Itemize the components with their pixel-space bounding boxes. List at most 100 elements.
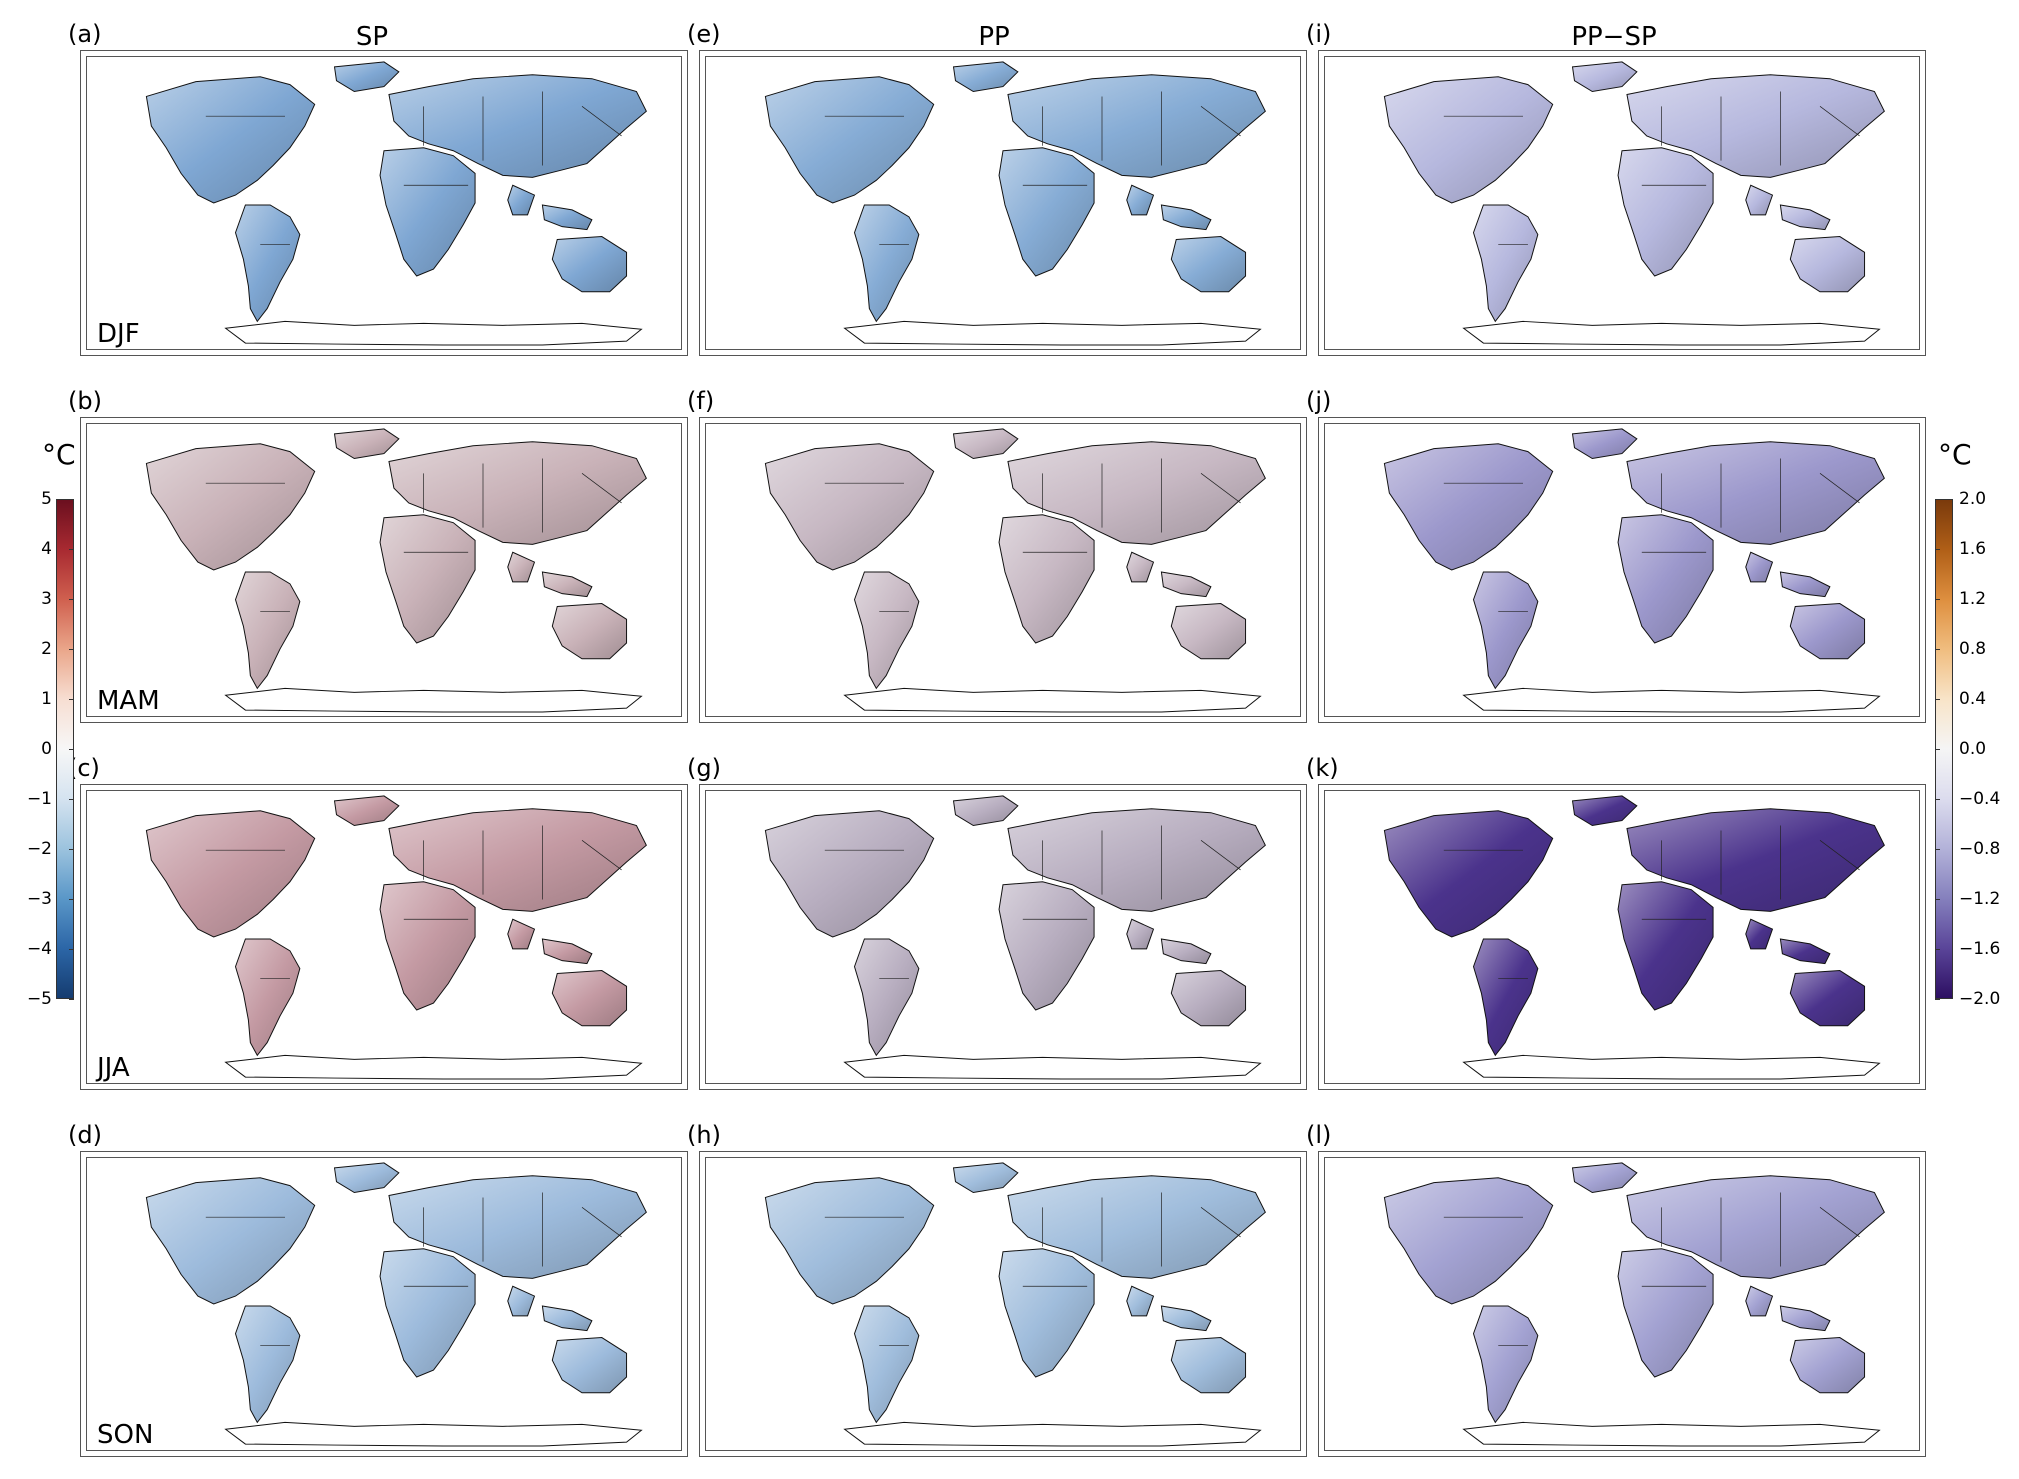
continent-shape [1007, 441, 1266, 545]
season-label: SON [97, 1420, 154, 1450]
colorbar-tick-label: 1.2 [1959, 589, 1987, 609]
continent-shape [541, 938, 593, 965]
continent-shape [1170, 236, 1247, 293]
continent-shape [1617, 881, 1714, 1011]
continent-shape [507, 551, 536, 583]
country-border [581, 840, 622, 871]
antarctica-outline [843, 1421, 1262, 1447]
continent-shape [507, 918, 536, 950]
antarctica-outline [843, 687, 1262, 713]
colorbar-tick-label: −1.6 [1959, 939, 2001, 959]
continent-shape [853, 571, 920, 690]
colorbar-tick-label: −4 [26, 939, 52, 959]
colorbar-tick [1935, 899, 1940, 900]
continent-shape [1626, 441, 1885, 545]
colorbar-tick [1935, 549, 1940, 550]
map-panel [699, 1151, 1307, 1457]
continent-shape [1779, 204, 1831, 231]
continent-shape [1779, 571, 1831, 598]
continent-shape [1626, 74, 1885, 178]
continent-shape [388, 441, 647, 545]
map-panel [1318, 50, 1926, 356]
colorbar-tick [69, 949, 74, 950]
continent-shape [1626, 808, 1885, 912]
world-map [1383, 428, 1885, 713]
colorbar-tick-label: 1 [41, 689, 52, 709]
continent-shape [764, 76, 935, 204]
colorbar-tick [1935, 599, 1940, 600]
continent-shape [1789, 603, 1866, 660]
world-map [764, 795, 1266, 1080]
continent-shape [333, 795, 400, 827]
map-frame [705, 56, 1301, 350]
continent-shape [145, 443, 316, 571]
colorbar-tick [69, 699, 74, 700]
panel-letter: (k) [1306, 754, 1339, 782]
map-panel: DJF [80, 50, 688, 356]
continent-shape [1126, 918, 1155, 950]
continent-shape [1745, 184, 1774, 216]
panel-letter: (l) [1306, 1121, 1332, 1149]
continent-shape [1571, 1162, 1638, 1194]
colorbar-tick [1935, 799, 1940, 800]
map-panel [699, 784, 1307, 1090]
map-panel: SON [80, 1151, 688, 1457]
continent-shape [998, 881, 1095, 1011]
continent-shape [952, 428, 1019, 460]
continent-shape [764, 1177, 935, 1305]
colorbar-tick-label: −0.8 [1959, 839, 2001, 859]
colorbar-tick-label: −1.2 [1959, 889, 2001, 909]
continent-shape [234, 571, 301, 690]
world-map [1383, 61, 1885, 346]
panel-letter: (f) [687, 387, 715, 415]
continent-shape [952, 61, 1019, 93]
colorbar-tick-label: 0.0 [1959, 739, 1987, 759]
colorbar-right-unit: °C [1938, 438, 1972, 471]
map-frame [86, 1157, 682, 1451]
continent-shape [551, 1337, 628, 1394]
country-border [1819, 106, 1860, 137]
colorbar-tick [69, 899, 74, 900]
antarctica-outline [1462, 320, 1881, 346]
panel-letter: (e) [687, 20, 721, 48]
country-border [1200, 473, 1241, 504]
colorbar-tick [1935, 949, 1940, 950]
continent-shape [998, 147, 1095, 277]
world-map [764, 61, 1266, 346]
continent-shape [1789, 1337, 1866, 1394]
country-border [1819, 1207, 1860, 1238]
continent-shape [1160, 938, 1212, 965]
season-label: MAM [97, 686, 160, 716]
colorbar-tick-label: 0.4 [1959, 689, 1987, 709]
map-frame [705, 423, 1301, 717]
world-map [145, 795, 647, 1080]
map-frame [86, 423, 682, 717]
continent-shape [1571, 61, 1638, 93]
continent-shape [1472, 204, 1539, 323]
world-map [764, 1162, 1266, 1447]
continent-shape [551, 970, 628, 1027]
colorbar-tick [1935, 499, 1940, 500]
continent-shape [1383, 810, 1554, 938]
world-map [1383, 1162, 1885, 1447]
continent-shape [1160, 1305, 1212, 1332]
continent-shape [1126, 184, 1155, 216]
continent-shape [952, 795, 1019, 827]
colorbar-left-unit: °C [42, 438, 76, 471]
continent-shape [388, 1175, 647, 1279]
colorbar-tick-label: −1 [26, 789, 52, 809]
map-frame [86, 790, 682, 1084]
season-label: DJF [97, 319, 140, 349]
colorbar-tick [1935, 649, 1940, 650]
world-map [1383, 795, 1885, 1080]
continent-shape [1170, 970, 1247, 1027]
continent-shape [853, 1305, 920, 1424]
continent-shape [1472, 571, 1539, 690]
map-panel [1318, 417, 1926, 723]
continent-shape [1383, 76, 1554, 204]
colorbar-tick-label: 3 [41, 589, 52, 609]
continent-shape [1126, 1285, 1155, 1317]
panel-letter: (i) [1306, 20, 1332, 48]
country-border [1200, 106, 1241, 137]
continent-shape [1571, 428, 1638, 460]
